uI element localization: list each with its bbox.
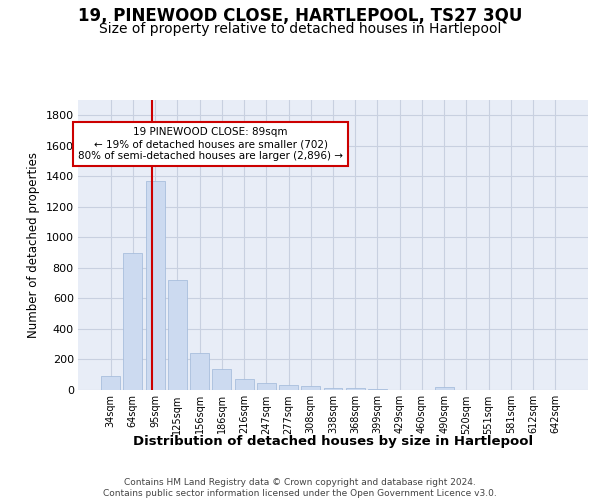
Bar [101, 376, 120, 390]
Bar [146, 181, 164, 390]
Bar [301, 386, 320, 390]
Bar [168, 280, 187, 390]
Bar [124, 252, 142, 390]
Text: Contains HM Land Registry data © Crown copyright and database right 2024.
Contai: Contains HM Land Registry data © Crown c… [103, 478, 497, 498]
Y-axis label: Number of detached properties: Number of detached properties [27, 152, 40, 338]
Bar [323, 388, 343, 390]
Bar [190, 352, 209, 390]
Bar [257, 383, 276, 390]
Bar [279, 386, 298, 390]
Bar [435, 388, 454, 390]
Bar [212, 370, 231, 390]
Text: 19 PINEWOOD CLOSE: 89sqm
← 19% of detached houses are smaller (702)
80% of semi-: 19 PINEWOOD CLOSE: 89sqm ← 19% of detach… [78, 128, 343, 160]
Bar [368, 389, 387, 390]
Text: Size of property relative to detached houses in Hartlepool: Size of property relative to detached ho… [99, 22, 501, 36]
Bar [346, 388, 365, 390]
Text: 19, PINEWOOD CLOSE, HARTLEPOOL, TS27 3QU: 19, PINEWOOD CLOSE, HARTLEPOOL, TS27 3QU [78, 8, 522, 26]
Text: Distribution of detached houses by size in Hartlepool: Distribution of detached houses by size … [133, 435, 533, 448]
Bar [235, 380, 254, 390]
